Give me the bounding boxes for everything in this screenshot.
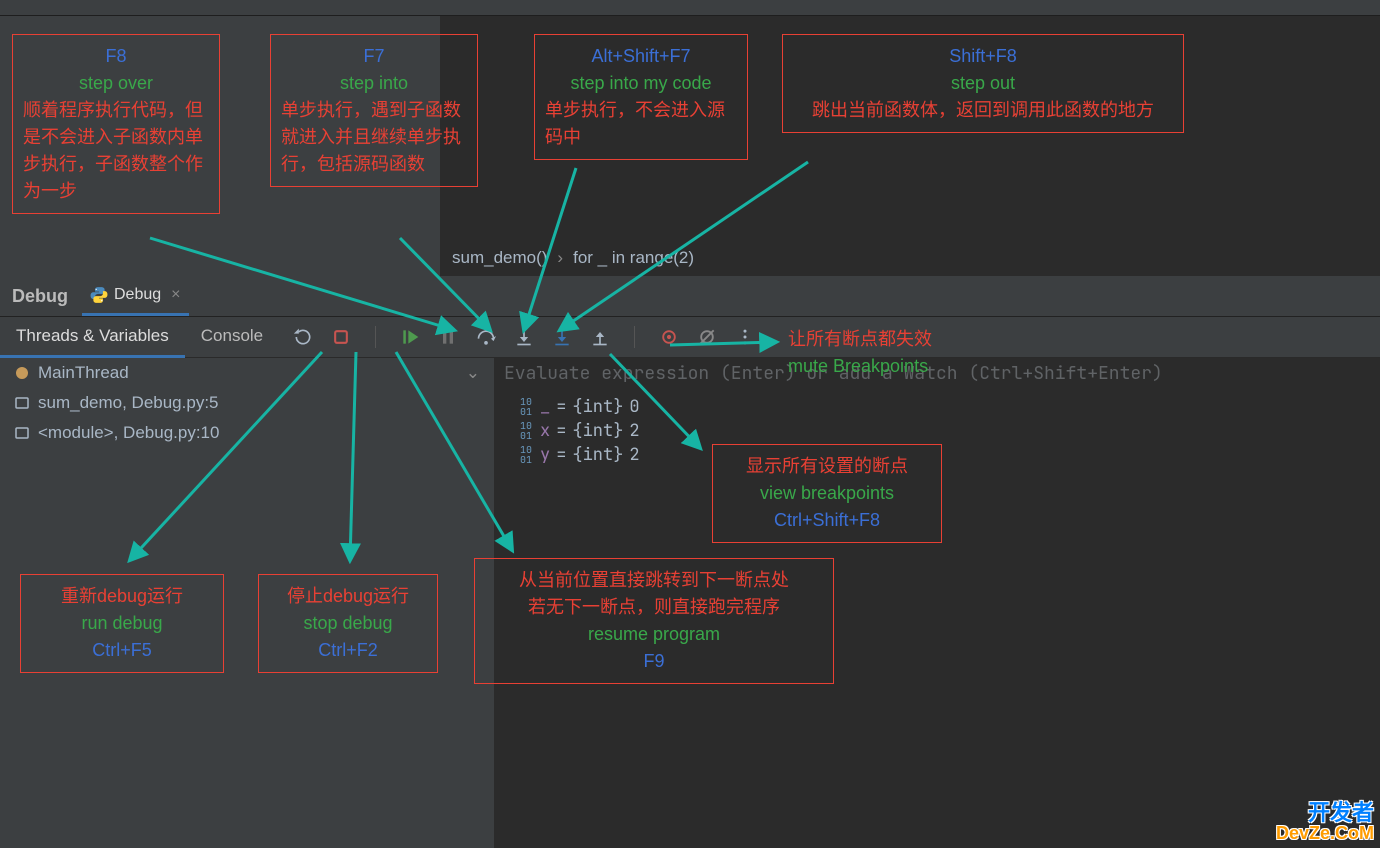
equals: = xyxy=(556,444,566,466)
rerun-icon[interactable] xyxy=(293,327,313,347)
stack-frame-label: <module>, Debug.py:10 xyxy=(38,423,219,443)
annotation-view-breakpoints: 显示所有设置的断点 view breakpoints Ctrl+Shift+F8 xyxy=(712,444,942,543)
variable-row[interactable]: 1001 x = {int} 2 xyxy=(494,419,1380,443)
close-icon[interactable]: × xyxy=(171,286,180,304)
thread-row[interactable]: MainThread ⌄ xyxy=(0,358,494,388)
equals: = xyxy=(556,420,566,442)
frame-icon xyxy=(14,425,30,441)
breadcrumb: sum_demo() › for _ in range(2) xyxy=(452,243,694,273)
resume-icon[interactable] xyxy=(400,327,420,347)
step-into-icon[interactable] xyxy=(514,327,534,347)
variable-value: 0 xyxy=(629,396,639,418)
variable-type: {int} xyxy=(572,420,623,442)
thread-name: MainThread xyxy=(38,363,129,383)
annotation-rerun: 重新debug运行 run debug Ctrl+F5 xyxy=(20,574,224,673)
annotation-stop: 停止debug运行 stop debug Ctrl+F2 xyxy=(258,574,438,673)
chevron-down-icon[interactable]: ⌄ xyxy=(466,363,480,383)
stop-icon[interactable] xyxy=(331,327,351,347)
more-icon[interactable] xyxy=(735,327,755,347)
annotation-step-out: Shift+F8 step out 跳出当前函数体，返回到调用此函数的地方 xyxy=(782,34,1184,133)
variable-value: 2 xyxy=(629,420,639,442)
stack-frame-label: sum_demo, Debug.py:5 xyxy=(38,393,219,413)
variable-name: x xyxy=(540,420,550,442)
frame-icon xyxy=(14,395,30,411)
pause-icon[interactable] xyxy=(438,327,458,347)
chevron-right-icon: › xyxy=(557,248,563,268)
annotation-step-into: F7 step into 单步执行，遇到子函数就进入并且继续单步执行，包括源码函… xyxy=(270,34,478,187)
equals: = xyxy=(556,396,566,418)
stack-frame-row[interactable]: <module>, Debug.py:10 xyxy=(0,418,494,448)
variable-type: {int} xyxy=(572,444,623,466)
thread-icon xyxy=(14,365,30,381)
annotation-step-over: F8 step over 顺着程序执行代码，但是不会进入子函数内单步执行，子函数… xyxy=(12,34,220,214)
step-into-mycode-icon[interactable] xyxy=(552,327,572,347)
debug-panel-header: Debug Debug × xyxy=(0,276,1380,316)
variable-value: 2 xyxy=(629,444,639,466)
view-breakpoints-icon[interactable] xyxy=(659,327,679,347)
debug-title: Debug xyxy=(12,286,68,307)
debug-toolbar: Threads & Variables Console xyxy=(0,316,1380,358)
tab-threads-variables[interactable]: Threads & Variables xyxy=(0,316,185,358)
variable-row[interactable]: 1001 _ = {int} 0 xyxy=(494,395,1380,419)
step-out-icon[interactable] xyxy=(590,327,610,347)
breadcrumb-item[interactable]: sum_demo() xyxy=(452,248,547,268)
annotation-mute-breakpoints: 让所有断点都失效 mute Breakpoints xyxy=(788,326,932,380)
separator xyxy=(375,326,376,348)
debug-run-tab[interactable]: Debug × xyxy=(82,276,189,316)
python-icon xyxy=(90,286,108,304)
mute-breakpoints-icon[interactable] xyxy=(697,327,717,347)
separator xyxy=(634,326,635,348)
variable-name: _ xyxy=(540,396,550,418)
evaluate-expression-input[interactable]: Evaluate expression (Enter) or add a Wat… xyxy=(494,358,1380,395)
step-over-icon[interactable] xyxy=(476,327,496,347)
int-icon: 1001 xyxy=(518,421,534,441)
debug-tab-label: Debug xyxy=(114,286,161,304)
breadcrumb-item[interactable]: for _ in range(2) xyxy=(573,248,694,268)
watermark: 开发者 DevZe.CoM xyxy=(1276,802,1374,842)
annotation-resume: 从当前位置直接跳转到下一断点处 若无下一断点，则直接跑完程序 resume pr… xyxy=(474,558,834,684)
tab-console[interactable]: Console xyxy=(185,316,279,358)
window-top-strip xyxy=(0,0,1380,16)
annotation-step-into-mycode: Alt+Shift+F7 step into my code 单步执行，不会进入… xyxy=(534,34,748,160)
variable-name: y xyxy=(540,444,550,466)
int-icon: 1001 xyxy=(518,445,534,465)
variable-type: {int} xyxy=(572,396,623,418)
int-icon: 1001 xyxy=(518,397,534,417)
stack-frame-row[interactable]: sum_demo, Debug.py:5 xyxy=(0,388,494,418)
